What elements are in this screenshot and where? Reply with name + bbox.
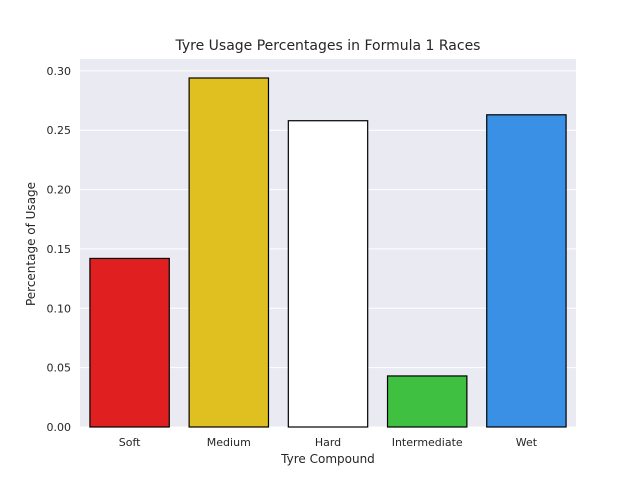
x-tick-label-intermediate: Intermediate	[392, 436, 463, 449]
y-tick-label: 0.15	[47, 243, 72, 256]
y-tick-label: 0.25	[47, 124, 72, 137]
x-tick-label-wet: Wet	[516, 436, 538, 449]
bar-intermediate	[386, 375, 468, 428]
x-tick-label-medium: Medium	[207, 436, 251, 449]
chart-title: Tyre Usage Percentages in Formula 1 Race…	[175, 38, 481, 54]
y-tick-label: 0.00	[47, 421, 72, 434]
bar-wet	[486, 114, 567, 428]
y-axis-label: Percentage of Usage	[24, 182, 38, 306]
y-tick-label: 0.05	[47, 362, 72, 375]
y-tick-label: 0.20	[47, 184, 72, 197]
bar-hard	[287, 120, 369, 428]
x-axis-label: Tyre Compound	[280, 452, 375, 466]
x-axis-ticks: Soft Medium Hard Intermediate Wet	[119, 436, 538, 449]
bar-medium	[188, 77, 270, 428]
x-tick-label-hard: Hard	[315, 436, 341, 449]
bars	[89, 77, 567, 428]
bar-soft	[89, 257, 170, 428]
y-tick-label: 0.10	[47, 302, 72, 315]
x-tick-label-soft: Soft	[119, 436, 141, 449]
y-tick-label: 0.30	[47, 65, 72, 78]
y-axis-ticks: 0.00 0.05 0.10 0.15 0.20 0.25 0.30	[47, 65, 72, 434]
